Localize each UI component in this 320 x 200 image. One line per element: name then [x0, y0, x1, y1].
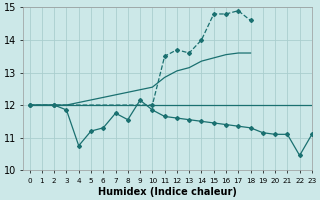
X-axis label: Humidex (Indice chaleur): Humidex (Indice chaleur) [98, 187, 237, 197]
